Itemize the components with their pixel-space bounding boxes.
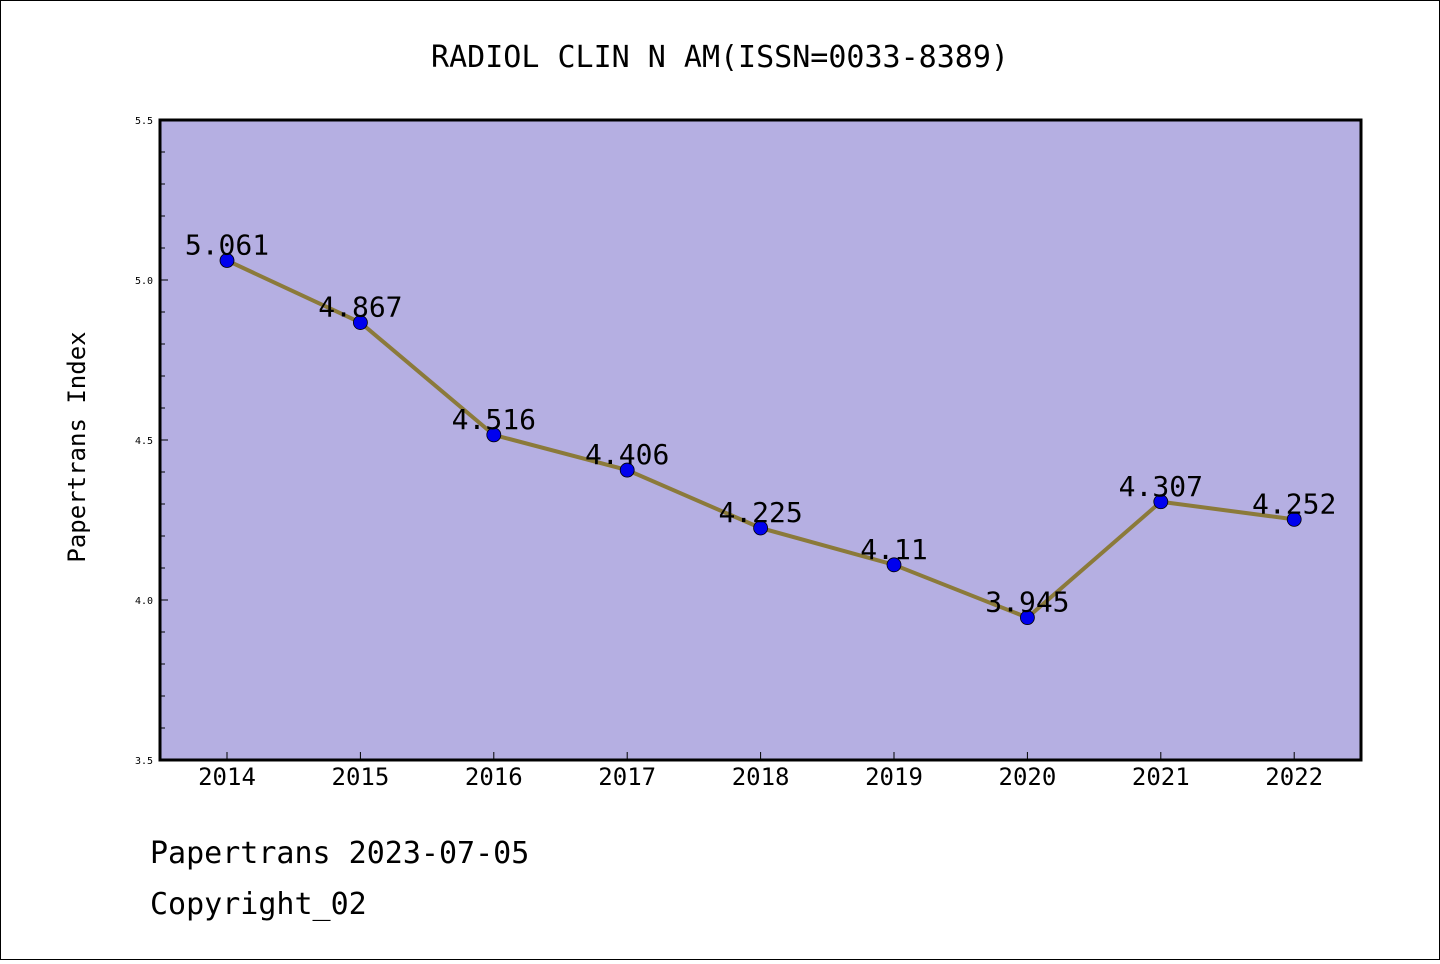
x-tick-label: 2022 (1265, 763, 1323, 791)
data-label: 4.252 (1252, 487, 1336, 520)
y-tick-label: 5.0 (135, 276, 153, 287)
y-tick-label: 5.5 (135, 116, 153, 127)
plot-area (158, 118, 1363, 762)
data-labels-group: 5.061 4.867 4.516 4.406 4.225 4.11 3.945 4.307 4… (185, 228, 1336, 618)
data-label: 4.225 (718, 496, 802, 529)
x-tick-label: 2016 (465, 763, 523, 791)
y-tick-label: 3.5 (135, 756, 153, 767)
footer-date: Papertrans 2023-07-05 (150, 836, 529, 871)
data-label: 4.867 (318, 291, 402, 324)
data-label: 4.406 (585, 438, 669, 471)
data-point (1020, 610, 1035, 625)
data-label: 5.061 (185, 228, 269, 261)
x-tick-label: 2020 (999, 763, 1057, 791)
x-tick-label: 2017 (598, 763, 656, 791)
data-point (1153, 494, 1169, 510)
data-point (619, 462, 635, 478)
data-point (753, 520, 768, 536)
x-tick-label: 2014 (198, 763, 256, 791)
x-tick-label: 2019 (865, 763, 923, 791)
y-axis-ticks: 3.5 4.0 4.5 5.0 5.5 (135, 116, 168, 767)
y-tick-label: 4.5 (135, 436, 153, 447)
x-tick-label: 2021 (1132, 763, 1190, 791)
x-tick-label: 2015 (332, 763, 390, 791)
footer-copyright: Copyright_02 (150, 887, 367, 922)
data-point (352, 315, 368, 330)
data-label: 4.11 (860, 533, 927, 566)
y-tick-label: 4.0 (135, 596, 153, 607)
data-point (1286, 511, 1302, 527)
data-point (886, 557, 902, 573)
y-axis-label: Papertrans Index (63, 331, 91, 562)
data-label: 4.516 (452, 403, 536, 436)
series-line-group (219, 253, 1302, 625)
chart-title: RADIOL CLIN N AM(ISSN=0033-8389) (431, 40, 1009, 75)
x-axis-ticks: 2014 2015 2016 2017 2018 2019 2020 2021 2022 (198, 752, 1323, 791)
data-label: 3.945 (985, 586, 1069, 619)
data-label: 4.307 (1119, 470, 1203, 503)
data-point (486, 427, 502, 443)
x-tick-label: 2018 (732, 763, 790, 791)
data-point (219, 253, 235, 268)
